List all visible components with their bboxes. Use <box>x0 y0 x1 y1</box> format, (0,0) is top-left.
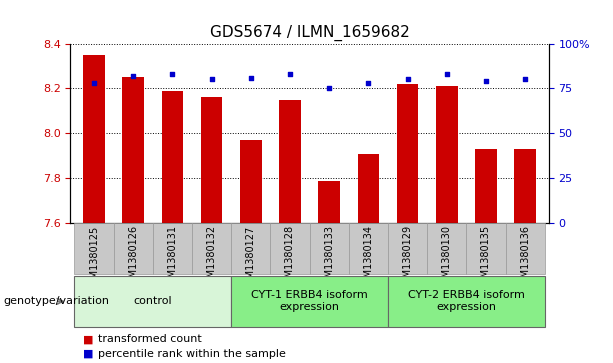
Point <box>246 75 256 81</box>
Text: GSM1380136: GSM1380136 <box>520 225 530 290</box>
Point <box>520 77 530 82</box>
Bar <box>231 276 388 327</box>
Text: GSM1380125: GSM1380125 <box>89 225 99 290</box>
Text: CYT-1 ERBB4 isoform
expression: CYT-1 ERBB4 isoform expression <box>251 290 368 312</box>
Text: ■: ■ <box>83 349 93 359</box>
Bar <box>113 223 153 274</box>
Bar <box>74 276 231 327</box>
Point <box>89 80 99 86</box>
Bar <box>514 149 536 223</box>
Bar <box>192 223 231 274</box>
Bar <box>427 223 466 274</box>
Text: genotype/variation: genotype/variation <box>3 296 109 306</box>
Title: GDS5674 / ILMN_1659682: GDS5674 / ILMN_1659682 <box>210 25 409 41</box>
Bar <box>349 223 388 274</box>
Bar <box>397 84 418 223</box>
Bar <box>270 223 310 274</box>
Text: GSM1380132: GSM1380132 <box>207 225 216 290</box>
Text: GSM1380126: GSM1380126 <box>128 225 138 290</box>
Point <box>442 71 452 77</box>
Point <box>364 80 373 86</box>
Text: GSM1380128: GSM1380128 <box>285 225 295 290</box>
Bar <box>388 276 545 327</box>
Bar <box>123 77 144 223</box>
Point <box>324 86 334 91</box>
Bar <box>357 154 379 223</box>
Point <box>285 71 295 77</box>
Bar <box>318 180 340 223</box>
Bar <box>74 223 113 274</box>
Point <box>167 71 177 77</box>
Point <box>481 78 491 84</box>
Bar <box>466 223 506 274</box>
Bar <box>153 223 192 274</box>
Bar <box>388 223 427 274</box>
Bar <box>201 97 223 223</box>
Point <box>207 77 216 82</box>
Bar <box>162 91 183 223</box>
Bar <box>279 100 301 223</box>
Bar <box>475 149 497 223</box>
Text: GSM1380131: GSM1380131 <box>167 225 177 290</box>
Text: GSM1380129: GSM1380129 <box>403 225 413 290</box>
Bar <box>231 223 270 274</box>
Bar <box>310 223 349 274</box>
Text: transformed count: transformed count <box>98 334 202 344</box>
Text: ■: ■ <box>83 334 93 344</box>
Text: GSM1380127: GSM1380127 <box>246 225 256 290</box>
Point <box>403 77 413 82</box>
Text: GSM1380133: GSM1380133 <box>324 225 334 290</box>
Bar <box>506 223 545 274</box>
Text: CYT-2 ERBB4 isoform
expression: CYT-2 ERBB4 isoform expression <box>408 290 525 312</box>
Text: GSM1380134: GSM1380134 <box>364 225 373 290</box>
Text: percentile rank within the sample: percentile rank within the sample <box>98 349 286 359</box>
Bar <box>83 55 105 223</box>
Point <box>128 73 138 79</box>
Text: GSM1380135: GSM1380135 <box>481 225 491 290</box>
Bar <box>240 140 262 223</box>
Text: control: control <box>134 296 172 306</box>
Text: GSM1380130: GSM1380130 <box>442 225 452 290</box>
Bar <box>436 86 457 223</box>
